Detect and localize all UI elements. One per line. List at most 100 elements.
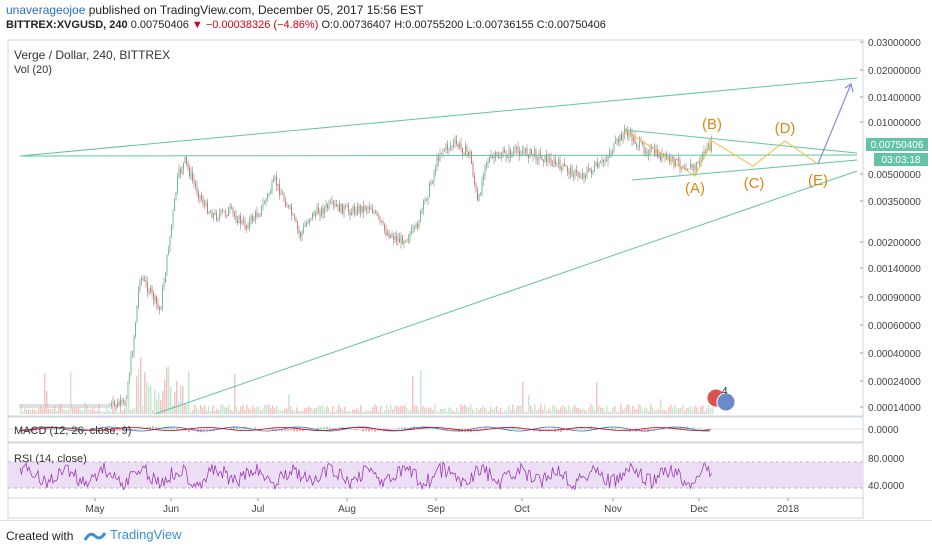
candle-body bbox=[349, 211, 351, 216]
candle-body bbox=[568, 171, 570, 174]
candle-body bbox=[573, 176, 574, 178]
candle-body bbox=[154, 296, 156, 301]
macd-histogram-bar bbox=[680, 426, 682, 430]
volume-bar bbox=[20, 404, 22, 414]
candle-body bbox=[552, 164, 553, 166]
volume-bar bbox=[266, 404, 268, 414]
created-with-text: Created with bbox=[6, 529, 74, 543]
candle-body bbox=[223, 211, 225, 213]
volume-bar bbox=[54, 405, 56, 414]
volume-bar bbox=[190, 411, 192, 414]
candle-body bbox=[354, 206, 355, 213]
candle-body bbox=[193, 179, 195, 184]
macd-histogram-bar bbox=[338, 427, 340, 430]
volume-bar bbox=[634, 408, 636, 414]
candle-body bbox=[156, 296, 157, 304]
macd-histogram-bar bbox=[92, 429, 94, 431]
candle-body bbox=[636, 143, 637, 146]
candle-body bbox=[142, 278, 144, 281]
candle-body bbox=[168, 250, 169, 255]
candle-body bbox=[324, 207, 325, 214]
candle-body bbox=[150, 287, 151, 292]
volume-bar bbox=[400, 405, 402, 414]
volume-bar bbox=[590, 404, 592, 414]
candle-body bbox=[618, 139, 619, 143]
candle-body bbox=[358, 205, 360, 212]
macd-histogram-bar bbox=[257, 428, 259, 430]
candle-body bbox=[231, 207, 232, 209]
candle-body bbox=[655, 149, 657, 155]
rsi-tick-label: 40.0000 bbox=[868, 481, 905, 492]
volume-bar bbox=[392, 409, 394, 414]
candle-body bbox=[136, 305, 138, 323]
candle-body bbox=[373, 212, 375, 214]
candle-body bbox=[711, 141, 712, 152]
volume-bar bbox=[126, 398, 128, 414]
lower-trendline bbox=[154, 170, 858, 415]
volume-bar bbox=[404, 405, 406, 414]
volume-bar bbox=[440, 408, 442, 414]
volume-bar bbox=[306, 408, 308, 414]
macd-histogram-bar bbox=[176, 428, 178, 430]
candle-body bbox=[273, 179, 274, 183]
candle-body bbox=[120, 400, 121, 406]
volume-bar bbox=[248, 408, 250, 414]
candle-body bbox=[210, 211, 211, 213]
volume-bar bbox=[420, 370, 422, 414]
candle-body bbox=[550, 158, 552, 166]
candle-body bbox=[529, 149, 531, 158]
volume-bar bbox=[184, 403, 186, 414]
candle-body bbox=[699, 162, 700, 164]
author-link[interactable]: unaverageojoe bbox=[6, 3, 86, 17]
candle-body bbox=[382, 221, 384, 224]
macd-histogram-bar bbox=[449, 429, 451, 430]
volume-bar bbox=[86, 405, 88, 414]
macd-histogram-bar bbox=[293, 429, 295, 432]
price-chart[interactable]: 0.03000000 0.02000000 0.01400000 0.01000000… bbox=[0, 36, 932, 520]
volume-bar bbox=[28, 409, 30, 414]
candle-body bbox=[502, 150, 504, 157]
candle-body bbox=[309, 219, 310, 223]
volume-bar bbox=[234, 373, 236, 414]
time-tick-label: Dec bbox=[690, 504, 708, 515]
macd-histogram-bar bbox=[572, 429, 574, 431]
macd-histogram-bar bbox=[296, 429, 298, 432]
candle-body bbox=[435, 169, 436, 173]
candle-body bbox=[205, 202, 207, 205]
macd-histogram-bar bbox=[617, 428, 619, 430]
candle-body bbox=[582, 173, 583, 179]
candle-body bbox=[510, 149, 511, 157]
volume-bar bbox=[288, 394, 290, 414]
macd-histogram-bar bbox=[374, 429, 376, 432]
volume-bar bbox=[262, 408, 264, 414]
candle-body bbox=[112, 401, 114, 404]
volume-bar bbox=[108, 410, 110, 414]
candle-body bbox=[703, 151, 705, 158]
candle-body bbox=[282, 193, 283, 195]
volume-bar bbox=[44, 373, 46, 414]
volume-bar bbox=[496, 406, 498, 414]
volume-bar bbox=[432, 410, 434, 414]
volume-bar bbox=[624, 408, 626, 414]
candle-body bbox=[688, 169, 690, 171]
candle-body bbox=[405, 241, 406, 243]
volume-bar bbox=[456, 407, 458, 414]
volume-bar bbox=[606, 405, 608, 414]
volume-bar bbox=[542, 409, 544, 414]
volume-bar bbox=[406, 407, 408, 414]
candle-body bbox=[601, 160, 603, 163]
candle-body bbox=[222, 209, 223, 212]
macd-histogram-bar bbox=[377, 429, 379, 432]
macd-histogram-bar bbox=[398, 427, 400, 430]
macd-histogram-bar bbox=[332, 427, 334, 430]
macd-histogram-bar bbox=[365, 429, 367, 431]
macd-histogram-bar bbox=[203, 429, 205, 431]
brand-link[interactable]: TradingView bbox=[110, 527, 182, 542]
macd-histogram-bar bbox=[545, 429, 547, 431]
volume-bar bbox=[264, 405, 266, 414]
volume-bar bbox=[238, 411, 240, 414]
volume-bar bbox=[618, 411, 620, 414]
candle-body bbox=[381, 221, 382, 223]
volume-bar bbox=[512, 404, 514, 414]
volume-bar bbox=[124, 408, 126, 414]
